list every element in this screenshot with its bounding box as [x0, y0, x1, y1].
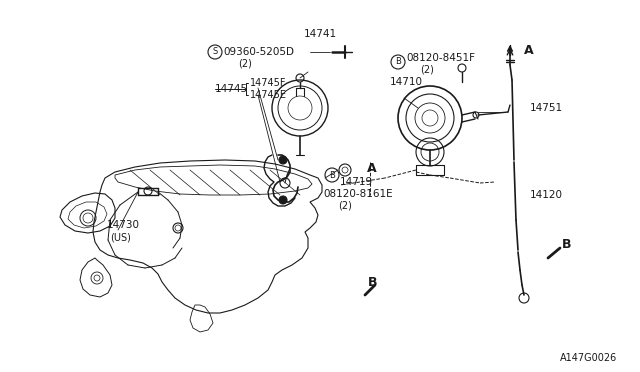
Text: B: B — [395, 58, 401, 67]
Text: 14120: 14120 — [530, 190, 563, 200]
Text: 14741: 14741 — [304, 29, 337, 39]
Text: B: B — [329, 170, 335, 180]
Text: (2): (2) — [238, 59, 252, 69]
Text: 14745E: 14745E — [250, 90, 287, 100]
Text: S: S — [212, 48, 218, 57]
Text: 14719: 14719 — [340, 177, 373, 187]
Text: A: A — [524, 44, 534, 57]
Circle shape — [279, 156, 287, 164]
Text: 14751: 14751 — [530, 103, 563, 113]
Text: A: A — [367, 161, 376, 174]
Text: (2): (2) — [338, 201, 352, 211]
Text: B: B — [562, 238, 572, 251]
Text: 14710: 14710 — [390, 77, 423, 87]
Text: (2): (2) — [420, 65, 434, 75]
Circle shape — [279, 196, 287, 204]
Text: 14730: 14730 — [107, 220, 140, 230]
Text: (US): (US) — [110, 232, 131, 242]
Text: A147G0026: A147G0026 — [560, 353, 617, 363]
Text: 14745F: 14745F — [250, 78, 287, 88]
Text: 08120-8161E: 08120-8161E — [323, 189, 392, 199]
Text: 14745: 14745 — [215, 84, 248, 94]
Text: B: B — [368, 276, 378, 289]
Text: 08120-8451F: 08120-8451F — [406, 53, 475, 63]
Text: 09360-5205D: 09360-5205D — [223, 47, 294, 57]
